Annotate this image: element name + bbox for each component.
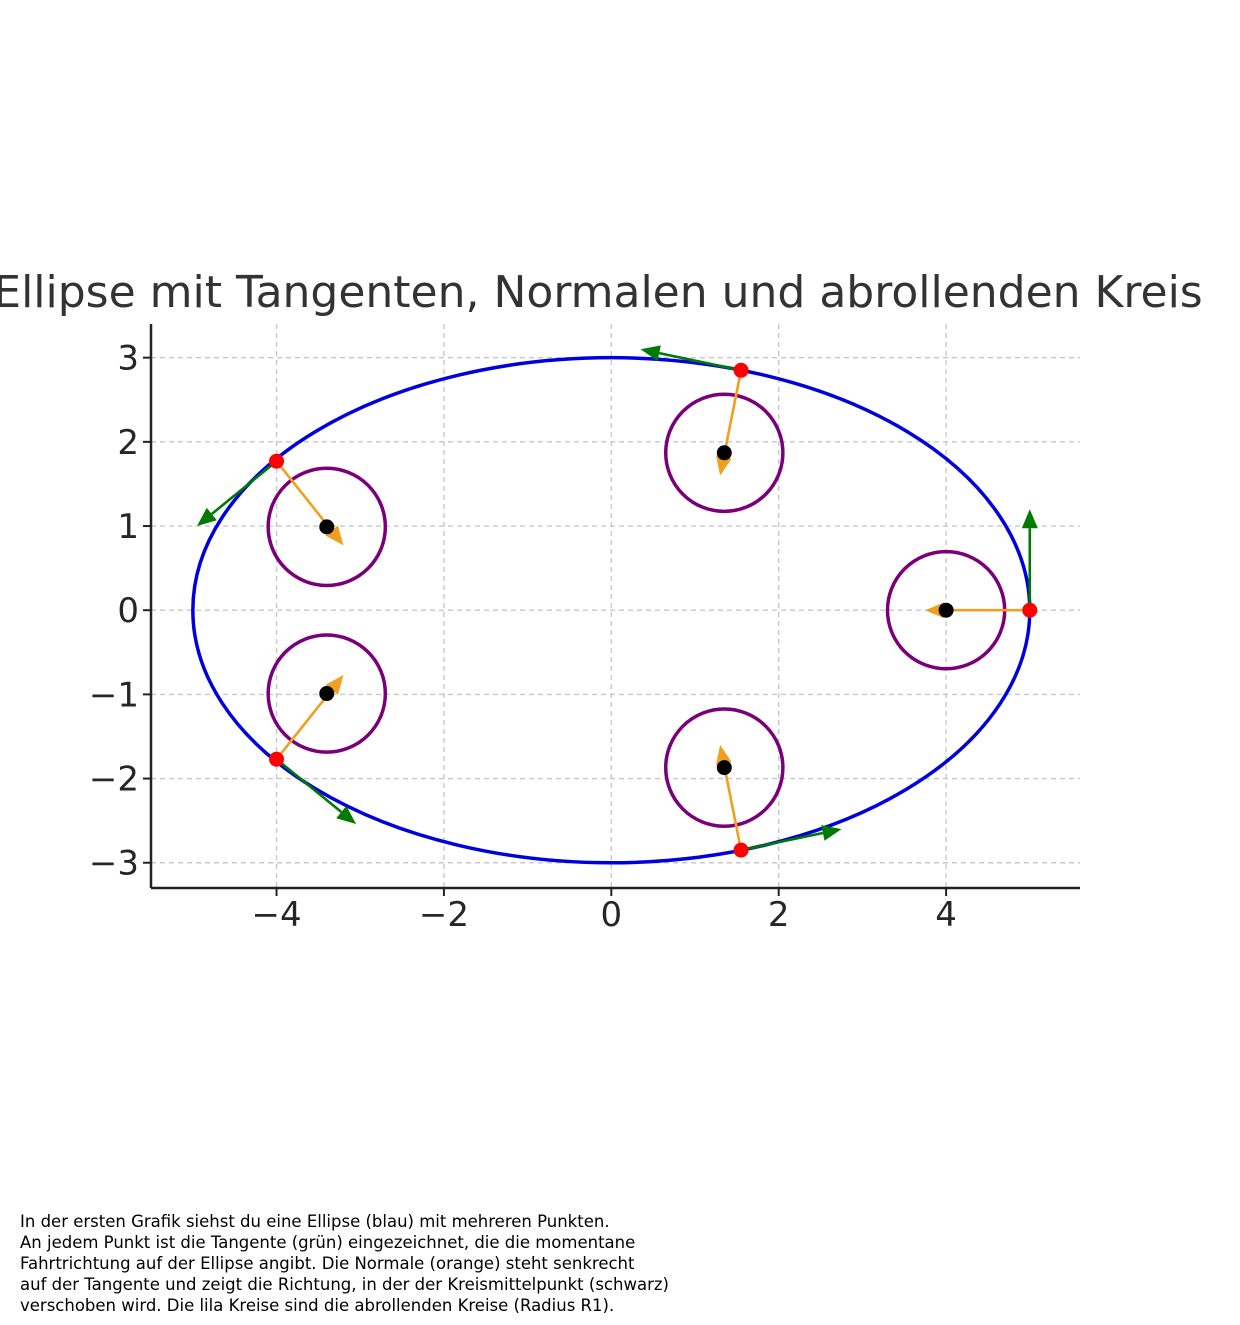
- tangent-arrow-head: [821, 825, 842, 841]
- vectors: [197, 345, 1038, 852]
- center-point: [319, 686, 335, 702]
- normal-arrow: [925, 602, 1030, 619]
- normal-arrow: [715, 744, 743, 851]
- normal-arrow-shaft: [722, 370, 743, 458]
- caption-line: verschoben wird. Die lila Kreise sind di…: [20, 1296, 615, 1315]
- y-tick-label: 3: [117, 339, 139, 379]
- y-tick-label: −2: [89, 760, 139, 800]
- normal-arrow: [715, 370, 743, 476]
- normal-arrow-shaft: [275, 460, 333, 532]
- points: [269, 362, 1038, 858]
- caption-line: Fahrtrichtung auf der Ellipse angibt. Di…: [20, 1254, 635, 1273]
- normal-arrow-head: [325, 525, 344, 546]
- ellipse-point: [269, 751, 285, 767]
- rolling-circle: [266, 466, 388, 588]
- ellipse-point: [733, 362, 749, 378]
- caption-line: auf der Tangente und zeigt die Richtung,…: [20, 1275, 669, 1294]
- normal-arrow-head: [925, 602, 945, 619]
- tangent-arrow: [275, 758, 357, 825]
- rolling-circle: [663, 707, 785, 828]
- ellipse-point: [733, 842, 749, 858]
- tangent-arrow-shaft: [275, 758, 343, 814]
- y-tick-label: 2: [117, 423, 139, 463]
- normal-arrow-shaft: [275, 689, 333, 761]
- chart-title: Ellipse mit Tangenten, Normalen und abro…: [0, 267, 1203, 318]
- tick-labels: −4 −2 0 2 4 −3 −2 −1 0 1 2 3: [89, 339, 957, 935]
- center-point: [319, 519, 335, 535]
- tangent-arrow-head: [640, 345, 661, 361]
- x-tick-label: −4: [251, 895, 301, 935]
- center-point: [938, 602, 954, 618]
- tangent-arrow-shaft: [210, 460, 278, 516]
- y-tick-label: −1: [89, 675, 139, 715]
- normal-arrow-head: [715, 744, 732, 766]
- caption-line: An jedem Punkt ist die Tangente (grün) e…: [20, 1233, 636, 1252]
- tangent-arrow-head: [1021, 509, 1038, 529]
- normal-arrow-head: [715, 455, 732, 476]
- center-point: [716, 760, 732, 776]
- x-tick-label: 4: [935, 895, 957, 935]
- x-tick-label: 0: [600, 895, 622, 935]
- x-tick-label: 2: [768, 895, 790, 935]
- rolling-circle: [266, 633, 388, 754]
- y-tick-label: 1: [117, 507, 139, 547]
- axes: [143, 324, 1080, 896]
- tangent-arrow-shaft: [658, 351, 742, 372]
- x-tick-label: −2: [419, 895, 469, 935]
- y-tick-label: 0: [117, 591, 139, 631]
- rolling-circles: [266, 392, 1007, 828]
- ellipse-point: [269, 453, 285, 469]
- caption: In der ersten Grafik siehst du eine Elli…: [20, 1211, 780, 1316]
- normal-arrow: [275, 460, 344, 546]
- caption-line: In der ersten Grafik siehst du eine Elli…: [20, 1212, 610, 1231]
- normal-arrow-shaft: [722, 763, 743, 851]
- tangent-arrow-shaft: [740, 831, 824, 852]
- tangent-arrow: [740, 825, 842, 852]
- y-tick-label: −3: [89, 844, 139, 884]
- tangent-arrow: [640, 345, 742, 372]
- normal-arrow: [275, 675, 344, 761]
- normal-arrow-head: [325, 675, 344, 695]
- tangent-arrow-head: [197, 507, 217, 527]
- ellipse-point: [1022, 602, 1038, 618]
- rolling-circle: [663, 392, 785, 514]
- tangent-arrow: [1021, 509, 1038, 611]
- center-point: [716, 445, 732, 461]
- tangent-arrow-head: [336, 805, 357, 825]
- tangent-arrow: [197, 460, 278, 527]
